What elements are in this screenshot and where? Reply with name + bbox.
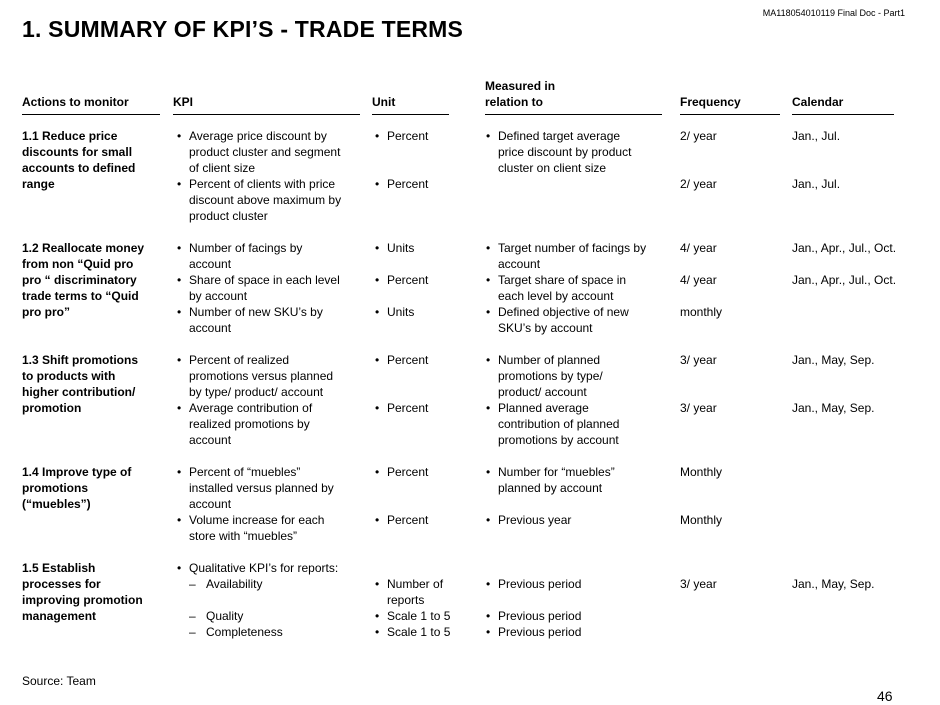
- frequency-1-2-a: 4/ year: [680, 241, 717, 255]
- relation-1-5-c: Previous period: [486, 624, 581, 640]
- frequency-1-2-c: monthly: [680, 305, 723, 319]
- action-1-2: 1.2 Reallocate money from non “Quid pro pr…: [22, 241, 145, 319]
- relation-1-5-a: Previous period: [486, 576, 581, 592]
- kpi-1-5-intro: Qualitative KPI’s for reports:: [177, 560, 338, 576]
- unit-1-3-a: Percent: [375, 352, 428, 368]
- relation-1-5-b: Previous period: [486, 608, 581, 624]
- kpi-1-4-a: Percent of “muebles”installed versus pla…: [177, 464, 334, 512]
- calendar-1-5-a: Jan., May, Sep.: [792, 577, 875, 591]
- frequency-1-4-a: Monthly: [680, 465, 723, 479]
- header-measured-line2: relation to: [485, 95, 544, 109]
- header-rule-measured: [485, 114, 662, 115]
- header-rule-kpi: [173, 114, 360, 115]
- unit-1-1-a: Percent: [375, 128, 428, 144]
- unit-1-2-a: Units: [375, 240, 414, 256]
- action-1-3: 1.3 Shift promotions to products with high…: [22, 353, 139, 415]
- header-calendar: Calendar: [792, 95, 844, 109]
- relation-1-4-a: Number for “muebles”planned by account: [486, 464, 615, 496]
- frequency-1-1-a: 2/ year: [680, 129, 717, 143]
- frequency-1-4-b: Monthly: [680, 513, 723, 527]
- frequency-1-5-a: 3/ year: [680, 577, 717, 591]
- unit-1-2-b: Percent: [375, 272, 428, 288]
- header-actions: Actions to monitor: [22, 95, 129, 109]
- action-1-4: 1.4 Improve type of promotions (“muebles”): [22, 465, 132, 511]
- calendar-1-3-b: Jan., May, Sep.: [792, 401, 875, 415]
- unit-1-5-b: Scale 1 to 5: [375, 608, 450, 624]
- page-number: 46: [877, 688, 893, 704]
- frequency-1-3-b: 3/ year: [680, 401, 717, 415]
- calendar-1-2-a: Jan., Apr., Jul., Oct.: [792, 241, 897, 255]
- kpi-1-5-availability: Availability: [189, 576, 263, 592]
- unit-1-2-c: Units: [375, 304, 414, 320]
- header-rule-actions: [22, 114, 160, 115]
- kpi-1-5-quality: Quality: [189, 608, 244, 624]
- unit-1-5-c: Scale 1 to 5: [375, 624, 450, 640]
- unit-1-1-b: Percent: [375, 176, 428, 192]
- unit-1-4-b: Percent: [375, 512, 428, 528]
- calendar-1-1-b: Jan., Jul.: [792, 177, 841, 191]
- header-measured-line1: Measured in: [485, 79, 556, 93]
- header-rule-calendar: [792, 114, 894, 115]
- frequency-1-1-b: 2/ year: [680, 177, 717, 191]
- frequency-1-3-a: 3/ year: [680, 353, 717, 367]
- kpi-1-5-completeness: Completeness: [189, 624, 283, 640]
- action-1-1: 1.1 Reduce price discounts for small acc…: [22, 129, 136, 191]
- calendar-1-3-a: Jan., May, Sep.: [792, 353, 875, 367]
- document-id: MA118054010119 Final Doc - Part1: [762, 8, 905, 18]
- header-unit: Unit: [372, 95, 396, 109]
- calendar-1-1-a: Jan., Jul.: [792, 129, 841, 143]
- action-1-5: 1.5 Establish processes for improving prom…: [22, 561, 143, 623]
- header-kpi: KPI: [173, 95, 194, 109]
- unit-1-4-a: Percent: [375, 464, 428, 480]
- header-rule-unit: [372, 114, 449, 115]
- calendar-1-2-b: Jan., Apr., Jul., Oct.: [792, 273, 897, 287]
- header-frequency: Frequency: [680, 95, 741, 109]
- unit-1-3-b: Percent: [375, 400, 428, 416]
- header-rule-frequency: [680, 114, 780, 115]
- relation-1-4-b: Previous year: [486, 512, 571, 528]
- page-title: 1. SUMMARY OF KPI’S - TRADE TERMS: [22, 16, 464, 42]
- source-note: Source: Team: [22, 674, 96, 688]
- frequency-1-2-b: 4/ year: [680, 273, 717, 287]
